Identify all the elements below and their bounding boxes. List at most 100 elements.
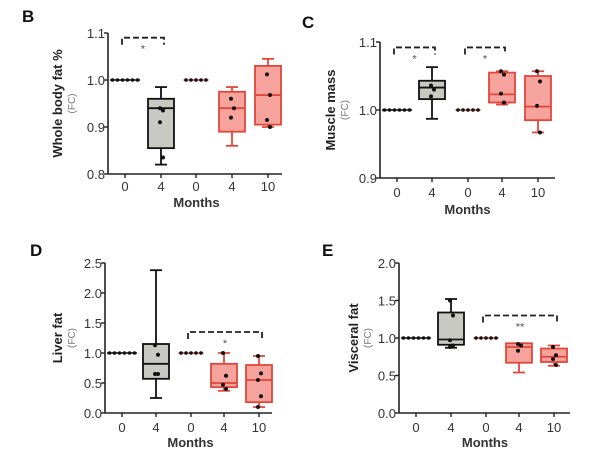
data-point xyxy=(153,343,157,348)
data-point xyxy=(161,155,165,160)
bracket-line xyxy=(393,46,436,55)
data-point xyxy=(199,351,203,355)
data-point xyxy=(479,336,483,340)
box-0-control xyxy=(382,108,412,112)
data-point xyxy=(259,394,263,399)
y-tick-label: 1.1 xyxy=(359,35,377,50)
data-point xyxy=(221,351,225,355)
panel-c: C 0.9 1.0 1.1 0 4 0 4 10 Months Muscle mass (FC) * * xyxy=(302,13,555,217)
data-point xyxy=(117,351,122,355)
data-point xyxy=(461,108,465,112)
significance-label: * xyxy=(223,338,228,350)
data-point xyxy=(432,87,436,92)
box-0-treated xyxy=(183,78,209,82)
box-iqr xyxy=(245,364,273,404)
x-tick-label: 4 xyxy=(157,179,164,194)
x-tick-label: 4 xyxy=(220,420,227,435)
data-point xyxy=(448,338,452,343)
significance-bracket: ** xyxy=(482,314,558,334)
data-point xyxy=(397,108,402,112)
panel-e: E 0.0 0.5 1.0 1.5 2.0 0 4 0 4 10 Months Visceral fat… xyxy=(322,241,570,450)
box-0-control xyxy=(110,78,140,82)
data-point xyxy=(224,373,228,378)
box-0-treated xyxy=(178,351,204,355)
box-0-treated xyxy=(473,336,499,340)
y-tick-label: 0.5 xyxy=(84,376,102,391)
data-point xyxy=(387,108,392,112)
panel-letter: C xyxy=(302,13,314,32)
data-point xyxy=(229,96,233,101)
x-tick-label: 4 xyxy=(515,420,522,435)
box-4-treated xyxy=(505,342,533,374)
y-tick-label: 0.9 xyxy=(87,120,105,135)
panel-letter: E xyxy=(322,241,333,260)
significance-bracket: * xyxy=(464,46,506,65)
data-point xyxy=(466,108,470,112)
data-point xyxy=(411,336,416,340)
x-tick-label: 0 xyxy=(464,185,471,200)
panel-b: B 0.8 0.9 1.0 1.1 0 4 0 4 10 Months Whole body fat … xyxy=(22,7,282,210)
data-point xyxy=(268,125,272,129)
box-4-control xyxy=(437,298,465,349)
x-axis-title: Months xyxy=(173,195,219,210)
data-point xyxy=(554,363,558,367)
y-axis-unit: (FC) xyxy=(363,328,374,348)
data-point xyxy=(416,336,421,340)
data-point xyxy=(476,108,480,112)
data-point xyxy=(221,382,225,387)
box-iqr xyxy=(418,79,446,101)
data-point xyxy=(112,351,117,355)
data-point xyxy=(107,351,112,355)
data-point xyxy=(502,72,506,77)
box-iqr xyxy=(524,75,552,122)
data-point xyxy=(471,108,475,112)
data-point xyxy=(551,345,555,349)
data-point xyxy=(519,343,523,348)
y-tick-label: 1.0 xyxy=(84,346,102,361)
data-point xyxy=(184,351,188,355)
data-point xyxy=(426,336,431,340)
data-point xyxy=(199,78,203,82)
data-point xyxy=(502,100,506,105)
data-point xyxy=(189,351,193,355)
bracket-line xyxy=(187,331,263,339)
y-tick-label: 1.5 xyxy=(84,316,102,331)
y-tick-label: 2.0 xyxy=(84,286,102,301)
data-point xyxy=(538,79,542,84)
box-10-treated xyxy=(524,69,552,135)
y-tick-label: 1.0 xyxy=(87,73,105,88)
x-axis-title: Months xyxy=(444,202,490,217)
box-0-control xyxy=(107,351,137,355)
data-point xyxy=(265,117,269,122)
x-tick-label: 0 xyxy=(187,420,194,435)
y-tick-label: 0.9 xyxy=(359,171,377,186)
data-point xyxy=(484,336,488,340)
data-point xyxy=(125,78,130,82)
data-point xyxy=(474,336,478,340)
data-point xyxy=(382,108,387,112)
data-point xyxy=(158,120,162,125)
data-point xyxy=(516,342,520,346)
data-point xyxy=(224,387,228,391)
x-tick-label: 10 xyxy=(261,179,275,194)
data-point xyxy=(194,78,198,82)
panel-letter: B xyxy=(22,7,34,26)
data-point xyxy=(407,108,412,112)
data-point xyxy=(158,106,162,111)
bracket-line xyxy=(464,46,506,55)
y-tick-label: 0.0 xyxy=(378,406,396,421)
data-point xyxy=(156,352,160,357)
data-point xyxy=(130,78,135,82)
data-point xyxy=(489,336,493,340)
y-tick-label: 0.0 xyxy=(84,406,102,421)
y-axis-unit: (FC) xyxy=(340,100,351,120)
data-point xyxy=(256,378,260,382)
x-tick-label: 0 xyxy=(121,179,128,194)
significance-label: ** xyxy=(516,322,525,334)
box-4-treated xyxy=(488,69,516,106)
significance-label: * xyxy=(412,53,417,65)
data-point xyxy=(153,372,157,376)
y-axis-title: Liver fat xyxy=(50,312,65,363)
box-iqr xyxy=(210,362,238,389)
